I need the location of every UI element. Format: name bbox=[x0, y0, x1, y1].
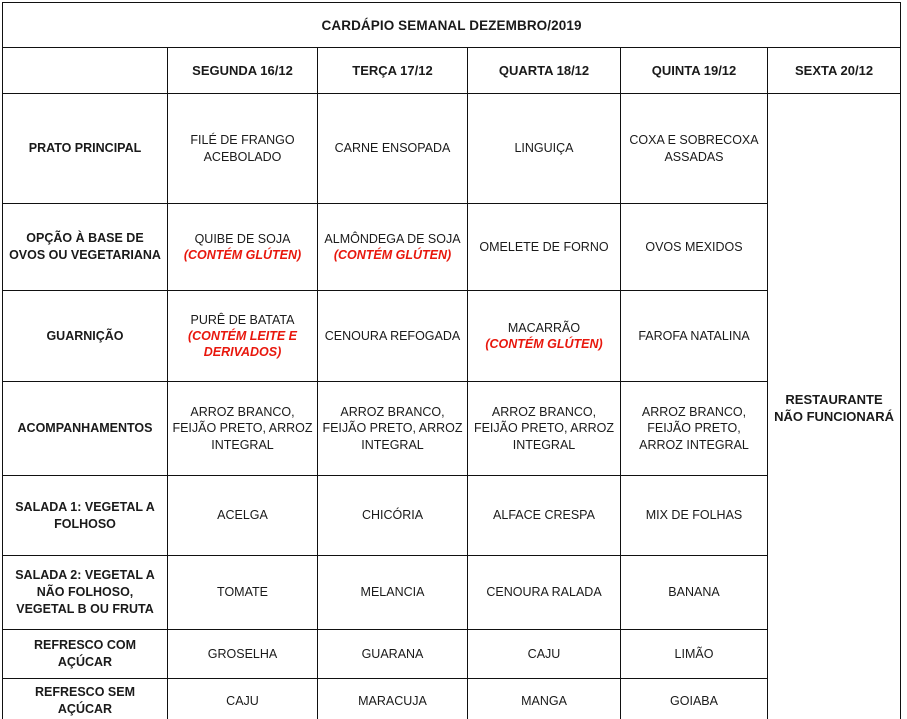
table-row: REFRESCO COM AÇÚCAR GROSELHA GUARANA CAJ… bbox=[2, 629, 901, 679]
allergen-note: (CONTÉM GLÚTEN) bbox=[183, 248, 302, 263]
menu-cell: ACELGA bbox=[167, 475, 318, 556]
menu-cell: CARNE ENSOPADA bbox=[317, 93, 468, 204]
menu-cell: CENOURA REFOGADA bbox=[317, 290, 468, 382]
menu-cell: MELANCIA bbox=[317, 555, 468, 630]
menu-cell: ALMÔNDEGA DE SOJA (CONTÉM GLÚTEN) bbox=[317, 203, 468, 291]
menu-cell: QUIBE DE SOJA (CONTÉM GLÚTEN) bbox=[167, 203, 318, 291]
menu-item-text: ARROZ BRANCO, FEIJÃO PRETO, ARROZ INTEGR… bbox=[322, 404, 463, 452]
menu-item-text: ALFACE CRESPA bbox=[493, 508, 595, 523]
menu-cell: MANGA bbox=[467, 678, 621, 719]
menu-cell: ARROZ BRANCO, FEIJÃO PRETO, ARROZ INTEGR… bbox=[317, 381, 468, 476]
row-label-salada-2: SALADA 2: VEGETAL A NÃO FOLHOSO, VEGETAL… bbox=[2, 555, 168, 630]
table-row: GUARNIÇÃO PURÊ DE BATATA (CONTÉM LEITE E… bbox=[2, 290, 901, 382]
menu-item-text: MARACUJA bbox=[358, 693, 427, 708]
menu-item-text: CENOURA REFOGADA bbox=[324, 328, 461, 343]
menu-item-text: OMELETE DE FORNO bbox=[479, 239, 609, 254]
closed-notice-cell: RESTAURANTE NÃO FUNCIONARÁ bbox=[766, 93, 902, 719]
menu-item-text: ARROZ BRANCO, FEIJÃO PRETO, ARROZ INTEGR… bbox=[172, 404, 313, 452]
menu-cell: CHICÓRIA bbox=[317, 475, 468, 556]
menu-item-text: BANANA bbox=[668, 585, 720, 600]
menu-item-text: CAJU bbox=[527, 646, 561, 661]
menu-item-text: OVOS MEXIDOS bbox=[645, 239, 743, 254]
menu-cell: MARACUJA bbox=[317, 678, 468, 719]
menu-item-text: PURÊ DE BATATA bbox=[190, 312, 295, 327]
menu-item-text: LIMÃO bbox=[674, 646, 714, 661]
menu-item-text: CHICÓRIA bbox=[361, 508, 424, 523]
row-label-refresco-sem-acucar: REFRESCO SEM AÇÚCAR bbox=[2, 678, 168, 719]
menu-item-text: ALMÔNDEGA DE SOJA bbox=[324, 231, 461, 246]
corner-header-cell bbox=[2, 47, 168, 94]
menu-item-text: CAJU bbox=[226, 693, 259, 708]
menu-cell: ARROZ BRANCO, FEIJÃO PRETO, ARROZ INTEGR… bbox=[620, 381, 768, 476]
row-label-opcao-ovos-vegetariana: OPÇÃO À BASE DE OVOS OU VEGETARIANA bbox=[2, 203, 168, 291]
menu-cell: BANANA bbox=[620, 555, 768, 630]
row-label-prato-principal: PRATO PRINCIPAL bbox=[2, 93, 168, 204]
menu-item-text: FILÉ DE FRANGO ACEBOLADO bbox=[190, 133, 295, 164]
day-header-row: SEGUNDA 16/12 TERÇA 17/12 QUARTA 18/12 Q… bbox=[2, 47, 902, 94]
menu-item-text: FAROFA NATALINA bbox=[638, 328, 750, 343]
table-row: REFRESCO SEM AÇÚCAR CAJU MARACUJA MANGA … bbox=[2, 678, 901, 719]
menu-cell: FAROFA NATALINA bbox=[620, 290, 768, 382]
menu-cell: GUARANA bbox=[317, 629, 468, 679]
menu-item-text: MELANCIA bbox=[360, 585, 425, 600]
menu-cell: CAJU bbox=[167, 678, 318, 719]
menu-cell: MACARRÃO (CONTÉM GLÚTEN) bbox=[467, 290, 621, 382]
row-label-salada-1: SALADA 1: VEGETAL A FOLHOSO bbox=[2, 475, 168, 556]
menu-item-text: LINGUIÇA bbox=[514, 141, 574, 156]
table-row: PRATO PRINCIPAL FILÉ DE FRANGO ACEBOLADO… bbox=[2, 93, 902, 719]
day-header-terca: TERÇA 17/12 bbox=[317, 47, 468, 94]
menu-item-text: QUIBE DE SOJA bbox=[194, 231, 291, 246]
allergen-note: (CONTÉM GLÚTEN) bbox=[333, 248, 452, 263]
allergen-note: (CONTÉM GLÚTEN) bbox=[485, 337, 603, 352]
menu-item-text: MANGA bbox=[521, 693, 567, 708]
menu-item-text: CENOURA RALADA bbox=[486, 585, 602, 600]
day-header-segunda: SEGUNDA 16/12 bbox=[167, 47, 318, 94]
menu-cell: FILÉ DE FRANGO ACEBOLADO bbox=[167, 93, 318, 204]
menu-item-text: ARROZ BRANCO, FEIJÃO PRETO, ARROZ INTEGR… bbox=[473, 404, 615, 452]
menu-cell: LIMÃO bbox=[620, 629, 768, 679]
menu-cell: GROSELHA bbox=[167, 629, 318, 679]
menu-cell: OVOS MEXIDOS bbox=[620, 203, 768, 291]
menu-cell: GOIABA bbox=[620, 678, 768, 719]
menu-cell: ARROZ BRANCO, FEIJÃO PRETO, ARROZ INTEGR… bbox=[467, 381, 621, 476]
table-row: ACOMPANHAMENTOS ARROZ BRANCO, FEIJÃO PRE… bbox=[2, 381, 901, 476]
menu-item-text: GOIABA bbox=[670, 693, 718, 708]
day-header-quarta: QUARTA 18/12 bbox=[467, 47, 621, 94]
menu-cell: CAJU bbox=[467, 629, 621, 679]
menu-item-text: MACARRÃO bbox=[507, 320, 581, 335]
menu-item-text: GROSELHA bbox=[207, 646, 278, 661]
menu-cell: TOMATE bbox=[167, 555, 318, 630]
row-label-refresco-com-acucar: REFRESCO COM AÇÚCAR bbox=[2, 629, 168, 679]
menu-cell: COXA E SOBRECOXA ASSADAS bbox=[620, 93, 768, 204]
menu-cell: CENOURA RALADA bbox=[467, 555, 621, 630]
table-row: SALADA 1: VEGETAL A FOLHOSO ACELGA CHICÓ… bbox=[2, 475, 901, 556]
table-row: OPÇÃO À BASE DE OVOS OU VEGETARIANA QUIB… bbox=[2, 203, 901, 291]
menu-cell: OMELETE DE FORNO bbox=[467, 203, 621, 291]
menu-item-text: COXA E SOBRECOXA ASSADAS bbox=[629, 133, 759, 164]
allergen-note: (CONTÉM LEITE E DERIVADOS) bbox=[187, 329, 298, 360]
menu-cell: MIX DE FOLHAS bbox=[620, 475, 768, 556]
row-label-acompanhamentos: ACOMPANHAMENTOS bbox=[2, 381, 168, 476]
menu-item-text: ACELGA bbox=[217, 508, 268, 523]
row-label-guarnicao: GUARNIÇÃO bbox=[2, 290, 168, 382]
document-title: CARDÁPIO SEMANAL DEZEMBRO/2019 bbox=[1, 2, 902, 48]
menu-item-text: ARROZ BRANCO, FEIJÃO PRETO, ARROZ INTEGR… bbox=[639, 404, 749, 452]
title-row: CARDÁPIO SEMANAL DEZEMBRO/2019 bbox=[1, 2, 902, 48]
menu-cell: ARROZ BRANCO, FEIJÃO PRETO, ARROZ INTEGR… bbox=[167, 381, 318, 476]
menu-cell: LINGUIÇA bbox=[467, 93, 621, 204]
menu-item-text: MIX DE FOLHAS bbox=[645, 508, 743, 523]
day-header-sexta: SEXTA 20/12 bbox=[766, 47, 902, 94]
table-row: SALADA 2: VEGETAL A NÃO FOLHOSO, VEGETAL… bbox=[2, 555, 901, 630]
menu-item-text: GUARANA bbox=[361, 646, 424, 661]
day-header-quinta: QUINTA 19/12 bbox=[620, 47, 768, 94]
menu-item-text: TOMATE bbox=[217, 585, 268, 600]
menu-cell: ALFACE CRESPA bbox=[467, 475, 621, 556]
menu-item-text: CARNE ENSOPADA bbox=[334, 141, 451, 156]
menu-cell: PURÊ DE BATATA (CONTÉM LEITE E DERIVADOS… bbox=[167, 290, 318, 382]
